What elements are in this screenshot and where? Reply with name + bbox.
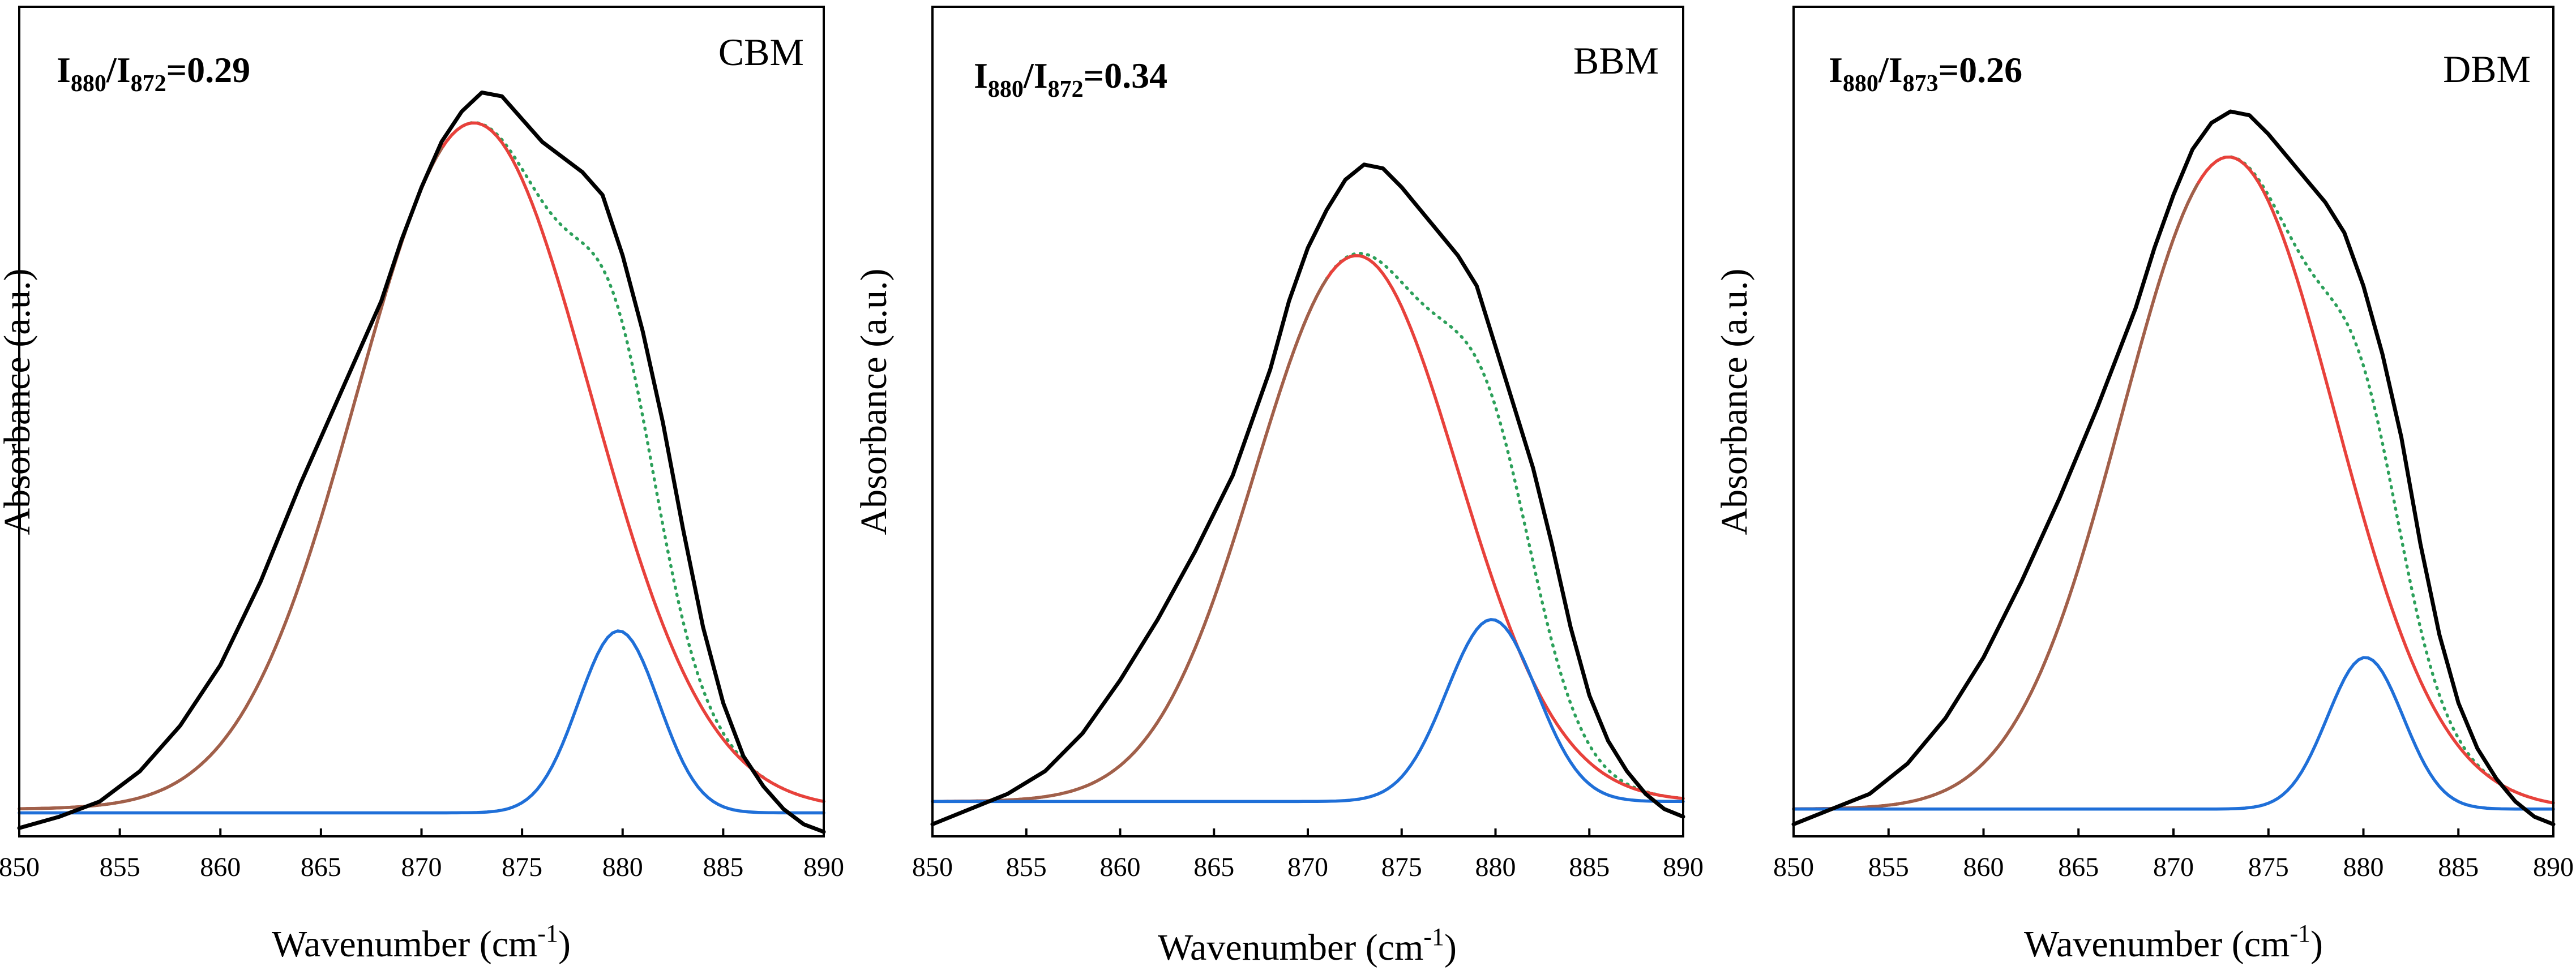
bbm-x-tick-label: 880 [1475,852,1516,882]
panel-cbm-ratio-sub-a: 880 [71,71,106,97]
panel-bbm-y-axis-label: Absorbance (a.u.) [853,269,895,535]
panel-bbm-x-ticks: 850 855 860 865 870 875 880 885 890 [912,828,1704,882]
panel-dbm: 850 855 860 865 870 875 880 885 890 DBM I880/I87… [1714,6,2574,965]
dbm-x-tick-label: 870 [2153,852,2194,882]
bbm-x-tick-label: 885 [1569,852,1610,882]
panel-dbm-x-axis-label: Wavenumber (cm-1) [2024,920,2323,965]
panel-cbm-x-axis-text: Wavenumber (cm [272,924,537,965]
dbm-x-tick-label: 890 [2533,852,2574,882]
panel-dbm-curves [1791,109,2556,827]
panel-dbm-ratio-sub-b: 873 [1903,71,1939,97]
panel-dbm-x-axis-end: ) [2310,924,2323,965]
panel-cbm-ratio-sub-b: 872 [131,71,166,97]
dbm-x-tick-label: 865 [2058,852,2099,882]
cbm-x-tick-label: 860 [200,852,241,882]
cbm-x-tick-label: 875 [502,852,542,882]
cbm-x-tick-label: 865 [301,852,341,882]
dbm-x-tick-label: 860 [1963,852,2004,882]
dbm-x-tick-label: 880 [2343,852,2384,882]
dbm-x-tick-label: 855 [1868,852,1909,882]
bbm-x-tick-label: 850 [912,852,953,882]
panel-cbm-x-ticks: 850 855 860 865 870 875 880 885 890 [0,828,844,882]
panel-dbm-y-axis-label: Absorbance (a.u.) [1714,269,1755,535]
panel-bbm-ratio-sub-a: 880 [988,76,1024,102]
bbm-x-tick-label: 870 [1287,852,1328,882]
cbm-series-fitted-envelope [18,121,825,810]
cbm-x-tick-label: 850 [0,852,40,882]
panel-bbm-title: BBM [1573,39,1659,82]
cbm-series-peak-880 [18,629,825,815]
panel-cbm-x-axis-end: ) [558,924,571,965]
bbm-x-tick-label: 875 [1381,852,1422,882]
panel-bbm-curves [930,162,1685,827]
bbm-x-tick-label: 855 [1006,852,1047,882]
cbm-x-tick-label: 885 [703,852,743,882]
panel-bbm-ratio-sub-b: 872 [1048,76,1084,102]
panel-dbm-title: DBM [2443,48,2531,91]
panel-bbm-x-axis-label: Wavenumber (cm-1) [1158,923,1457,968]
panel-dbm-x-ticks: 850 855 860 865 870 875 880 885 890 [1773,828,2574,882]
panel-bbm: 850 855 860 865 870 875 880 885 890 BBM I880/I87… [853,6,1704,968]
dbm-series-measured [1791,109,2556,827]
cbm-x-tick-label: 880 [602,852,643,882]
bbm-series-peak-880 [931,618,1685,804]
panel-cbm-x-axis-sup: -1 [537,920,558,947]
panel-cbm-ratio-value: =0.29 [166,50,250,90]
dbm-x-tick-label: 885 [2438,852,2479,882]
panel-dbm-ratio-value: =0.26 [1939,50,2022,90]
dbm-series-peak-880 [1792,656,2555,811]
panel-cbm-x-axis-label: Wavenumber (cm-1) [272,920,571,965]
bbm-x-tick-label: 865 [1193,852,1234,882]
bbm-x-tick-label: 860 [1100,852,1141,882]
panel-cbm-curves [17,91,826,834]
dbm-series-peak-overlap [1792,183,2199,811]
panel-dbm-ratio-sub-a: 880 [1843,71,1878,97]
panel-dbm-x-axis-sup: -1 [2290,920,2310,947]
cbm-series-measured [17,91,826,834]
dbm-x-tick-label: 850 [1773,852,1814,882]
bbm-series-measured [930,162,1685,827]
cbm-x-tick-label: 870 [401,852,442,882]
bbm-x-tick-label: 890 [1663,852,1704,882]
panel-bbm-x-axis-end: ) [1444,927,1457,968]
panel-bbm-x-axis-sup: -1 [1423,923,1444,951]
panel-bbm-x-axis-text: Wavenumber (cm [1158,927,1423,968]
panel-cbm-y-axis-label: Absorbance (a.u.) [0,269,38,535]
panel-dbm-x-axis-text: Wavenumber (cm [2024,924,2290,965]
cbm-x-tick-label: 890 [803,852,844,882]
panel-bbm-ratio-value: =0.34 [1084,55,1167,96]
cbm-x-tick-label: 855 [100,852,140,882]
dbm-x-tick-label: 875 [2248,852,2289,882]
panel-cbm-title: CBM [718,31,804,74]
